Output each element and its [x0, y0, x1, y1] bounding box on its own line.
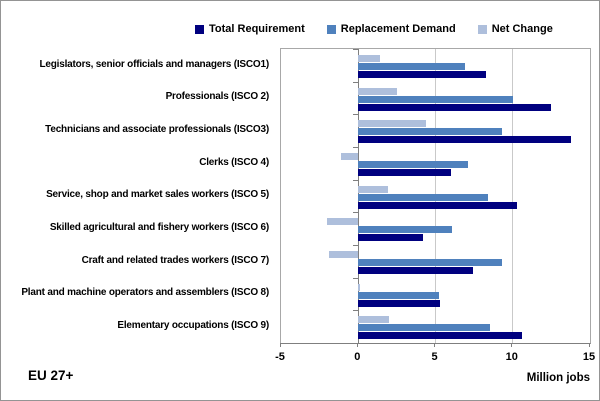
bar-replacement-demand [358, 226, 453, 234]
legend-label: Replacement Demand [340, 23, 456, 35]
bar-replacement-demand [358, 95, 513, 103]
value-axis-label: 15 [582, 351, 596, 363]
legend-label: Net Change [491, 23, 553, 35]
bar-net-change [327, 218, 359, 226]
bar-net-change [358, 316, 390, 324]
legend-item-total-requirement: Total Requirement [195, 23, 305, 35]
category-label: Legislators, senior officials and manage… [39, 58, 269, 70]
category-label: Professionals (ISCO 2) [165, 91, 270, 103]
category-axis-tick [352, 277, 358, 279]
value-axis-label: 10 [505, 351, 518, 363]
bar-replacement-demand [358, 258, 502, 266]
region-label: EU 27+ [28, 368, 74, 383]
value-axis-tick [279, 343, 281, 347]
value-axis-tick [511, 343, 513, 347]
value-axis-tick [434, 343, 435, 347]
legend-item-net-change: Net Change [477, 23, 553, 35]
bar-replacement-demand [358, 128, 502, 136]
category-axis-tick [352, 146, 358, 148]
category-axis-tick [352, 342, 358, 344]
bar-total-requirement [358, 266, 473, 274]
bar-total-requirement [358, 103, 552, 111]
legend-swatch-icon [477, 24, 487, 34]
bar-net-change [358, 185, 388, 193]
category-axis-tick [352, 211, 358, 213]
gridline [512, 49, 514, 343]
bar-replacement-demand [358, 291, 439, 299]
category-label: Elementary occupations (ISCO 9) [117, 320, 269, 332]
legend-swatch-icon [326, 24, 336, 34]
value-axis-tick [588, 343, 590, 347]
bar-net-change [358, 87, 397, 95]
plot-area [280, 48, 591, 344]
bar-total-requirement [358, 70, 487, 78]
value-axis-label: 0 [354, 351, 361, 363]
bar-net-change [358, 54, 380, 62]
category-label: Plant and machine operators and assemble… [21, 287, 269, 299]
value-axis-label: 5 [431, 351, 438, 363]
bar-net-change [358, 120, 427, 128]
bar-replacement-demand [358, 324, 490, 332]
bar-replacement-demand [358, 193, 489, 201]
bar-total-requirement [358, 136, 572, 144]
category-axis-tick [352, 309, 358, 311]
bar-total-requirement [358, 299, 441, 307]
value-axis-label: -5 [275, 351, 285, 363]
legend-item-replacement-demand: Replacement Demand [326, 23, 456, 35]
category-label: Craft and related trades workers (ISCO 7… [81, 254, 270, 266]
category-axis-tick [352, 48, 358, 50]
bar-replacement-demand [358, 62, 465, 70]
bar-total-requirement [358, 201, 518, 209]
value-axis-tick [356, 343, 358, 347]
category-label: Technicians and associate professionals … [45, 124, 269, 136]
bar-net-change [328, 250, 359, 258]
category-label: Skilled agricultural and fishery workers… [49, 222, 269, 234]
bar-total-requirement [358, 168, 451, 176]
category-axis-tick [352, 244, 358, 246]
category-label: Service, shop and market sales workers (… [46, 189, 269, 201]
category-axis-tick [352, 179, 358, 181]
legend-label: Total Requirement [209, 23, 305, 35]
bar-total-requirement [358, 332, 523, 340]
category-axis-tick [352, 81, 358, 83]
legend-swatch-icon [195, 24, 204, 34]
chart-legend: Total Requirement Replacement Demand Net C… [195, 23, 553, 35]
category-label: Clerks (ISCO 4) [199, 156, 269, 168]
bar-total-requirement [358, 234, 424, 242]
bar-net-change [358, 283, 360, 291]
category-axis-tick [352, 113, 358, 115]
x-axis-title: Million jobs [526, 372, 590, 384]
bar-net-change [341, 152, 359, 160]
bar-replacement-demand [358, 160, 468, 168]
